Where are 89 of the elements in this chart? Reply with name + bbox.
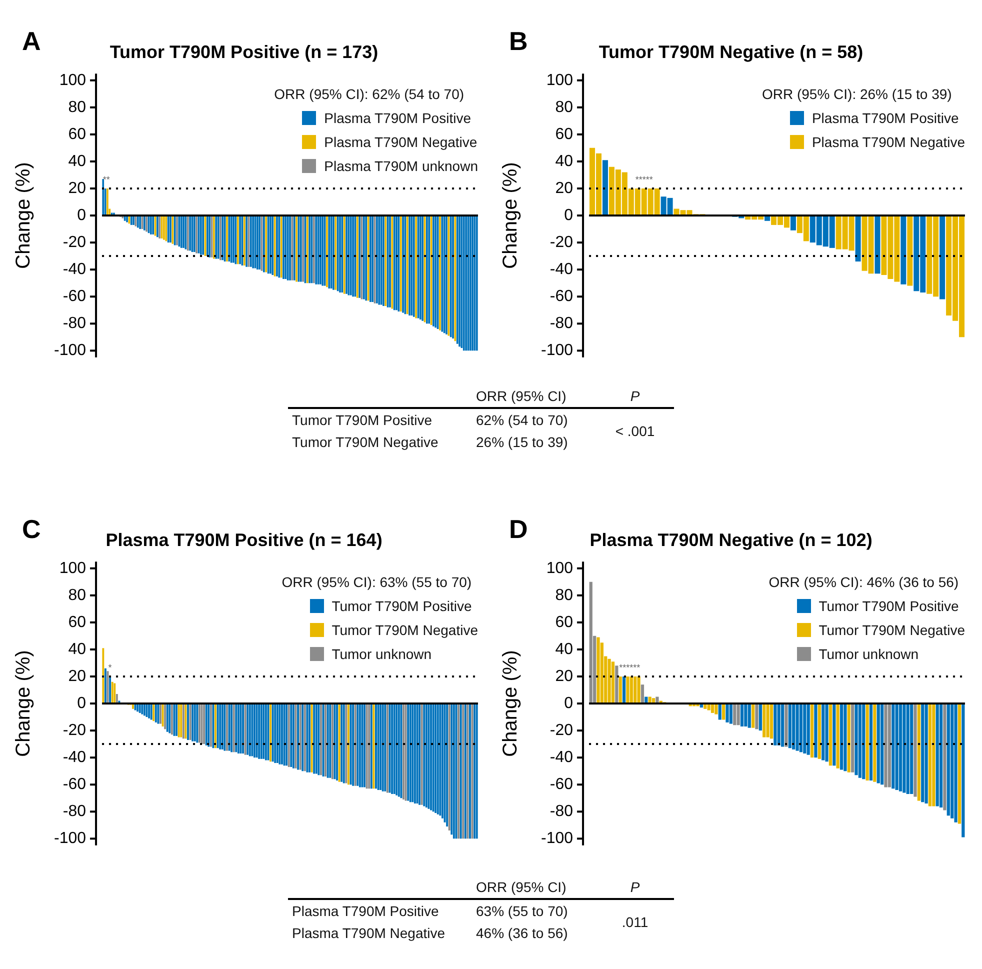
y-tick-label: 60: [68, 614, 86, 631]
y-tick-label: 80: [68, 98, 86, 116]
legend-label: Plasma T790M unknown: [324, 157, 478, 176]
y-tick-label: -20: [550, 722, 574, 739]
text: C: [22, 514, 41, 545]
y-axis-title: Change (%): [12, 650, 35, 757]
y-tick-label: -100: [540, 342, 574, 360]
text: .011: [620, 913, 650, 932]
y-tick-label: 100: [546, 560, 574, 577]
y-tick-label: 0: [564, 206, 574, 224]
legend-label: Plasma T790M Negative: [812, 133, 965, 152]
y-axis-title: Change (%): [500, 650, 522, 757]
y-tick-label: -40: [62, 260, 86, 278]
text: 62% (54 to 70): [475, 411, 569, 430]
y-tick-label: -100: [54, 830, 86, 848]
y-tick-label: -80: [550, 315, 574, 332]
chart-title: Tumor T790M Negative (n = 58): [598, 42, 864, 62]
text: 26% (15 to 39): [475, 433, 569, 452]
y-tick-label: -40: [62, 748, 86, 766]
y-tick-label: -20: [550, 234, 574, 251]
y-tick-label: 100: [59, 560, 86, 577]
y-tick-label: -60: [550, 288, 574, 305]
annotation: ORR (95% CI): 46% (36 to 56): [768, 573, 960, 592]
text: < .001: [614, 422, 656, 441]
y-tick-label: -80: [62, 803, 86, 820]
y-tick-label: -80: [550, 803, 574, 820]
y-tick-label: 80: [68, 586, 86, 604]
y-tick-label: 0: [77, 694, 86, 712]
legend-label: Plasma T790M Positive: [324, 109, 471, 128]
text: Plasma T790M Positive: [291, 902, 440, 921]
legend-label: Tumor T790M Negative: [332, 621, 478, 640]
legend-label: Tumor T790M Positive: [818, 597, 959, 616]
y-tick-label: 40: [555, 640, 574, 658]
y-tick-label: 100: [59, 72, 86, 89]
text: D: [509, 514, 528, 545]
annotation: ORR (95% CI): 26% (15 to 39): [762, 85, 953, 104]
text: P: [596, 385, 674, 409]
annotation: **: [102, 174, 110, 184]
y-tick-label: 80: [555, 586, 574, 604]
text: Tumor T790M Positive: [291, 411, 434, 430]
y-tick-label: 60: [68, 126, 86, 143]
y-tick-label: 0: [564, 694, 574, 712]
chart-title: Plasma T790M Negative (n = 102): [590, 530, 872, 550]
y-axis-title: Change (%): [500, 162, 522, 269]
y-tick-label: 20: [555, 180, 574, 197]
y-tick-label: -80: [62, 315, 86, 332]
legend-label: Tumor T790M Positive: [332, 597, 472, 616]
y-tick-label: 20: [68, 180, 86, 197]
y-tick-label: -40: [550, 260, 574, 278]
y-tick-label: -100: [54, 342, 86, 360]
chart-title: Tumor T790M Positive (n = 173): [110, 42, 378, 62]
legend-label: Tumor unknown: [818, 645, 919, 664]
y-tick-label: 0: [77, 206, 86, 224]
y-tick-label: -40: [550, 748, 574, 766]
y-tick-label: 40: [68, 640, 86, 658]
y-tick-label: 60: [555, 614, 574, 631]
y-tick-label: 80: [555, 98, 574, 116]
y-tick-label: 20: [555, 668, 574, 685]
text: Tumor T790M Negative: [291, 433, 440, 452]
y-tick-label: -20: [62, 722, 86, 739]
legend-label: Plasma T790M Positive: [812, 109, 959, 128]
y-tick-label: 60: [555, 126, 574, 143]
y-tick-label: -20: [62, 234, 86, 251]
annotation: ******: [619, 662, 641, 672]
annotation: *: [108, 662, 112, 672]
text: ORR (95% CI): [472, 385, 596, 409]
text: 63% (55 to 70): [475, 902, 569, 921]
legend-label: Tumor unknown: [332, 645, 432, 664]
annotation: ORR (95% CI): 62% (54 to 70): [274, 85, 466, 104]
legend-label: Tumor T790M Negative: [818, 621, 965, 640]
y-tick-label: -60: [550, 776, 574, 793]
text: B: [509, 26, 528, 57]
y-axis-title: Change (%): [12, 162, 35, 269]
y-tick-label: 40: [555, 152, 574, 170]
legend-label: Plasma T790M Negative: [324, 133, 478, 152]
text: ORR (95% CI): [472, 876, 596, 900]
annotation: *****: [635, 174, 654, 184]
text: Plasma T790M Negative: [291, 924, 446, 943]
text: A: [22, 26, 41, 57]
y-tick-label: 100: [546, 72, 574, 89]
y-tick-label: -60: [62, 288, 86, 305]
y-tick-label: 20: [68, 668, 86, 685]
text: 46% (36 to 56): [475, 924, 569, 943]
chart-title: Plasma T790M Positive (n = 164): [106, 530, 382, 550]
y-tick-label: -100: [540, 830, 574, 848]
y-tick-label: 40: [68, 152, 86, 170]
text: P: [596, 876, 674, 900]
annotation: ORR (95% CI): 63% (55 to 70): [282, 573, 473, 592]
y-tick-label: -60: [62, 776, 86, 793]
